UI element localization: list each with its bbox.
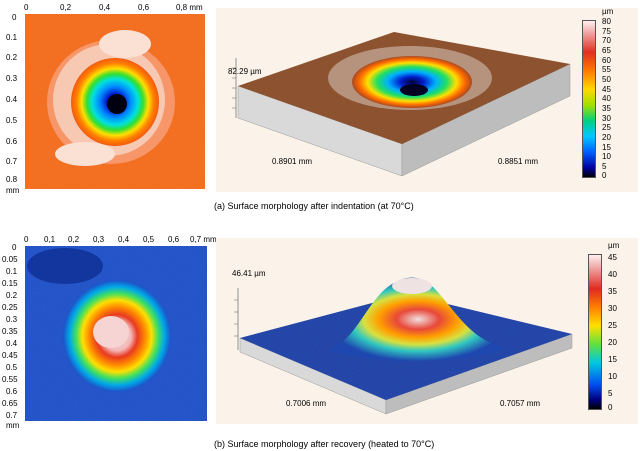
panel-a-map-image — [25, 14, 205, 189]
panel-a-dim-right: 0.8851 mm — [498, 157, 539, 166]
panel-b-y-tick: 0.15 — [2, 279, 18, 288]
panel-b-x-tick: 0,2 — [68, 235, 80, 244]
panel-b-colorbar-tick: 15 — [608, 355, 617, 364]
panel-b-dim-right: 0.7057 mm — [500, 399, 541, 408]
panel-a-colorbar-tick: 75 — [602, 27, 611, 36]
panel-a-colorbar-tick: 10 — [602, 152, 611, 161]
panel-a-y-tick: 0.6 — [6, 137, 18, 146]
panel-b-colorbar-tick: 5 — [608, 389, 613, 398]
panel-b-y-tick: 0.1 — [6, 267, 18, 276]
panel-a-colorbar-tick: 80 — [602, 17, 611, 26]
panel-a-y-unit: mm — [6, 186, 20, 195]
panel-b-height-label: 46.41 µm — [232, 269, 266, 278]
panel-a-dim-left: 0.8901 mm — [272, 157, 313, 166]
panel-a-x-tick: 0 — [24, 3, 29, 12]
panel-b-3d-surface — [234, 277, 573, 415]
panel-a-colorbar-tick: 40 — [602, 94, 611, 103]
panel-b-y-tick: 0 — [12, 243, 17, 252]
panel-b-colorbar-tick: 45 — [608, 253, 617, 262]
panel-b-colorbar-tick: 35 — [608, 287, 617, 296]
panel-b-colorbar-tick: 25 — [608, 321, 617, 330]
panel-a-colorbar-tick: 35 — [602, 104, 611, 113]
panel-b-3d-view: 46.41 µm 0.7006 mm 0.7057 mm µm 45 40 35… — [216, 238, 638, 424]
panel-b-map-image — [25, 246, 207, 421]
panel-a-x-tick: 0,4 — [99, 3, 111, 12]
panel-a-colorbar-tick: 30 — [602, 114, 611, 123]
panel-a: 0 0,2 0,4 0,6 0,8 mm 0 0.1 0.2 0.3 0.4 0… — [0, 0, 640, 220]
panel-b-colorbar-tick: 20 — [608, 338, 617, 347]
panel-a-top-view-map — [25, 14, 205, 189]
panel-a-3d-surface — [232, 32, 571, 177]
panel-b-dim-left: 0.7006 mm — [286, 399, 327, 408]
panel-b-y-tick: 0.3 — [6, 315, 18, 324]
panel-b-colorbar-tick: 10 — [608, 372, 617, 381]
panel-a-y-tick: 0.5 — [6, 116, 18, 125]
panel-b-top-view-map — [25, 246, 207, 421]
panel-a-colorbar-tick: 0 — [602, 171, 607, 180]
panel-b-y-tick: 0.2 — [6, 291, 18, 300]
panel-a-colorbar — [582, 20, 596, 178]
panel-a-colorbar-tick: 60 — [602, 56, 611, 65]
panel-a-colorbar-tick: 65 — [602, 46, 611, 55]
panel-a-colorbar-unit: µm — [602, 7, 614, 16]
panel-a-y-tick: 0 — [12, 13, 17, 22]
panel-b-x-tick: 0,7 mm — [190, 235, 217, 244]
panel-b-x-tick: 0,1 — [44, 235, 56, 244]
panel-b-colorbar-tick: 0 — [608, 403, 613, 412]
panel-b-colorbar-tick: 40 — [608, 270, 617, 279]
panel-a-colorbar-tick: 20 — [602, 133, 611, 142]
panel-a-colorbar-tick: 70 — [602, 36, 611, 45]
panel-a-3d-view: 82.29 µm 0.8901 mm 0.8851 mm µm 80 75 70… — [216, 8, 638, 192]
panel-a-y-tick: 0.2 — [6, 53, 18, 62]
panel-a-y-tick: 0.4 — [6, 95, 18, 104]
panel-a-x-tick: 0,2 — [60, 3, 72, 12]
panel-b-y-tick: 0.65 — [2, 399, 18, 408]
panel-b-y-tick: 0.7 — [6, 411, 18, 420]
panel-b-y-tick: 0.5 — [6, 363, 18, 372]
panel-b-colorbar-tick: 30 — [608, 304, 617, 313]
panel-b-y-tick: 0.55 — [2, 375, 18, 384]
panel-a-colorbar-tick: 15 — [602, 143, 611, 152]
panel-a-y-tick: 0.3 — [6, 74, 18, 83]
panel-b-y-tick: 0.05 — [2, 255, 18, 264]
panel-a-x-tick: 0,6 — [138, 3, 150, 12]
panel-b-x-tick: 0,4 — [118, 235, 130, 244]
panel-a-colorbar-tick: 25 — [602, 123, 611, 132]
panel-a-colorbar-tick: 5 — [602, 162, 607, 171]
panel-a-y-tick: 0.8 — [6, 175, 18, 184]
panel-a-colorbar-tick: 45 — [602, 85, 611, 94]
panel-a-caption: (a) Surface morphology after indentation… — [214, 201, 414, 211]
panel-b: 0 0,1 0,2 0,3 0,4 0,5 0,6 0,7 mm 0 0.05 … — [0, 226, 640, 451]
panel-a-y-tick: 0.1 — [6, 33, 18, 42]
panel-b-y-unit: mm — [6, 421, 20, 430]
panel-b-x-tick: 0,6 — [168, 235, 180, 244]
panel-a-colorbar-tick: 50 — [602, 75, 611, 84]
panel-b-colorbar-unit: µm — [608, 241, 620, 250]
panel-a-height-label: 82.29 µm — [228, 67, 262, 76]
panel-b-x-tick: 0,5 — [143, 235, 155, 244]
panel-a-colorbar-tick: 55 — [602, 65, 611, 74]
panel-a-y-tick: 0.7 — [6, 157, 18, 166]
panel-b-y-tick: 0.4 — [6, 339, 18, 348]
panel-b-y-tick: 0.35 — [2, 327, 18, 336]
panel-b-y-tick: 0.6 — [6, 387, 18, 396]
panel-b-y-tick: 0.25 — [2, 303, 18, 312]
panel-b-y-tick: 0.45 — [2, 351, 18, 360]
panel-b-caption: (b) Surface morphology after recovery (h… — [214, 439, 435, 449]
panel-b-x-tick: 0,3 — [93, 235, 105, 244]
panel-a-x-tick: 0,8 mm — [176, 3, 203, 12]
panel-b-x-tick: 0 — [24, 235, 29, 244]
panel-b-colorbar — [588, 254, 602, 410]
